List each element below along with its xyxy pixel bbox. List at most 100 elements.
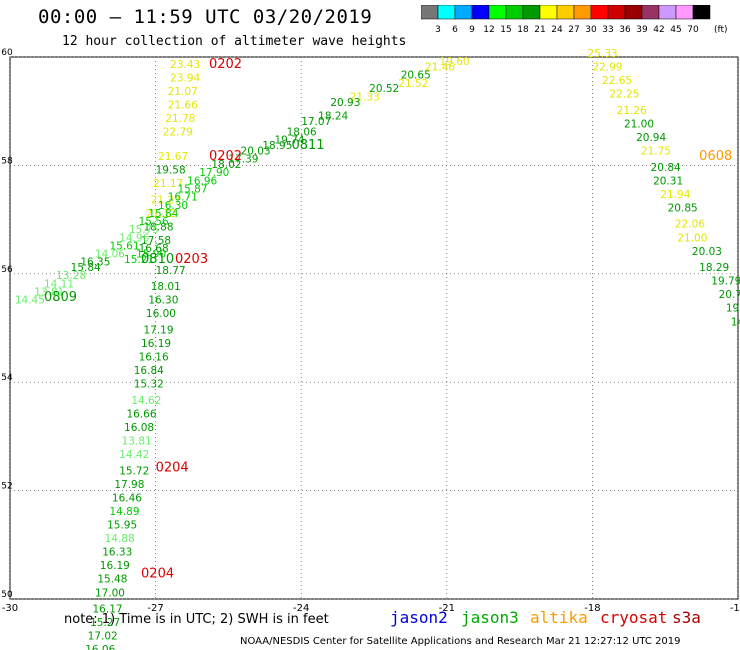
pass-time-label: 0204	[141, 566, 174, 581]
page-subtitle: 12 hour collection of altimeter wave hei…	[62, 34, 407, 49]
wave-height-value: 14.89	[109, 506, 139, 518]
wave-height-value: 21.66	[168, 99, 198, 111]
wave-height-value: 16.30	[148, 295, 178, 307]
wave-height-value: 16.96	[187, 175, 217, 187]
wave-height-value: 16.66	[126, 408, 156, 420]
wave-height-value: 21.00	[677, 232, 707, 244]
wave-height-value: 18.95	[262, 140, 292, 152]
wave-height-value: 16.17	[93, 604, 123, 616]
wave-height-value: 15.48	[97, 574, 127, 586]
y-tick-label: 58	[1, 156, 13, 166]
colorbar-label: 33	[602, 25, 613, 35]
legend-altika: altika	[530, 608, 588, 627]
wave-height-value: 18.88	[143, 221, 173, 233]
wave-height-value: 14.88	[105, 533, 135, 545]
wave-height-value: 16.00	[146, 308, 176, 320]
wave-height-value: 15.61	[109, 240, 139, 252]
pass-time-label: 0608	[699, 149, 732, 164]
wave-height-value: 15.84	[71, 262, 101, 274]
x-tick-label: -24	[293, 603, 309, 614]
y-tick-label: 50	[1, 590, 13, 600]
wave-height-value: 20.03	[692, 246, 722, 258]
wave-height-value: 20.31	[653, 175, 683, 187]
wave-height-value: 16.30	[158, 200, 188, 212]
x-tick-label: -18	[584, 603, 600, 614]
pass-time-label: 0811	[291, 138, 324, 153]
wave-height-value: 21.52	[398, 78, 428, 90]
wave-height-value: 16.19	[100, 560, 130, 572]
x-tick-label: -21	[439, 603, 455, 614]
wave-height-colorbar: 3 6 9 12 15 18 21 24 27 30 33 36 39 42 45 70 (ft)	[421, 5, 728, 35]
wave-height-value: 14.45	[15, 295, 45, 307]
colorbar-label: 24	[551, 25, 563, 35]
wave-height-value: 21.46	[425, 62, 455, 74]
wave-height-value: 19	[726, 303, 739, 315]
colorbar-label: 70	[687, 25, 699, 35]
wave-height-value: 15.21	[124, 254, 154, 266]
wave-height-value: 25.33	[588, 48, 618, 60]
colorbar-label: 30	[585, 25, 597, 35]
legend-cryosat: cryosat	[600, 608, 668, 627]
colorbar-label: 21	[534, 25, 545, 35]
credit-line: NOAA/NESDIS Center for Satellite Applica…	[240, 636, 681, 647]
wave-height-value: 17.58	[141, 235, 171, 247]
colorbar-label: 12	[483, 25, 494, 35]
wave-height-value: 21.75	[641, 146, 671, 158]
page-title: 00:00 — 11:59 UTC 03/20/2019	[38, 6, 373, 28]
wave-height-value: 22.79	[163, 127, 193, 139]
colorbar-label: 39	[636, 25, 648, 35]
wave-height-value: 19.60	[440, 56, 470, 68]
colorbar-label: 15	[500, 25, 511, 35]
wave-height-value: 17.98	[114, 479, 144, 491]
pass-time-label: 0203	[175, 252, 208, 267]
wave-height-value: 18.06	[287, 127, 317, 139]
wave-height-value: 16.35	[80, 257, 110, 269]
wave-height-value: 21.07	[168, 86, 198, 98]
wave-height-value: 20.52	[369, 83, 399, 95]
wave-height-value: 21.32	[146, 208, 176, 220]
wave-height-value: 18.01	[151, 281, 181, 293]
wave-height-value: 14.11	[44, 278, 74, 290]
wave-height-value: 14.42	[119, 449, 149, 461]
wave-height-value: 20.03	[241, 146, 271, 158]
legend-s3a: s3a	[672, 608, 701, 627]
wave-height-value: 16.08	[124, 422, 154, 434]
wave-height-value: 23.43	[170, 59, 200, 71]
colorbar-label: 18	[517, 25, 529, 35]
x-tick-label: -30	[2, 603, 18, 614]
colorbar-label: 3	[435, 25, 441, 35]
wave-height-value: 14	[731, 316, 740, 328]
wave-height-value: 16.06	[85, 644, 115, 650]
wave-height-value: 16.68	[139, 243, 169, 255]
y-tick-label: 60	[1, 48, 13, 58]
pass-time-label: 0202	[209, 57, 242, 72]
colorbar-label: 27	[568, 25, 579, 35]
pass-time-label: 0810	[141, 252, 174, 267]
wave-height-value: 15.87	[177, 184, 207, 196]
wave-height-value: 20.84	[651, 162, 681, 174]
y-tick-label: 56	[1, 265, 13, 275]
wave-height-value: 15.90	[136, 249, 166, 261]
colorbar-label: 9	[469, 25, 475, 35]
wave-height-value: 17.19	[143, 324, 173, 336]
wave-height-value: 20.7	[719, 289, 740, 301]
y-tick-label: 52	[1, 482, 12, 492]
wave-height-value: 21.33	[350, 91, 380, 103]
wave-height-value: 21.17	[153, 178, 183, 190]
wave-height-value: 17.02	[88, 631, 118, 643]
x-tick-label: -15	[730, 603, 740, 614]
wave-height-value: 19.58	[156, 165, 186, 177]
wave-height-value: 20.65	[401, 70, 431, 82]
wave-height-value: 21.78	[165, 113, 195, 125]
legend-jason2: jason2	[390, 608, 448, 627]
wave-height-value: 19.74	[275, 135, 305, 147]
wave-height-value: 15.95	[107, 520, 137, 532]
wave-height-value: 18.77	[156, 265, 186, 277]
wave-height-value: 15.75	[129, 224, 159, 236]
wave-height-value: 21.94	[660, 189, 690, 201]
wave-height-value: 22.65	[602, 75, 632, 87]
wave-height-value: 21.26	[617, 105, 647, 117]
colorbar-label: 6	[452, 25, 458, 35]
wave-height-value: 19.79	[711, 276, 740, 288]
